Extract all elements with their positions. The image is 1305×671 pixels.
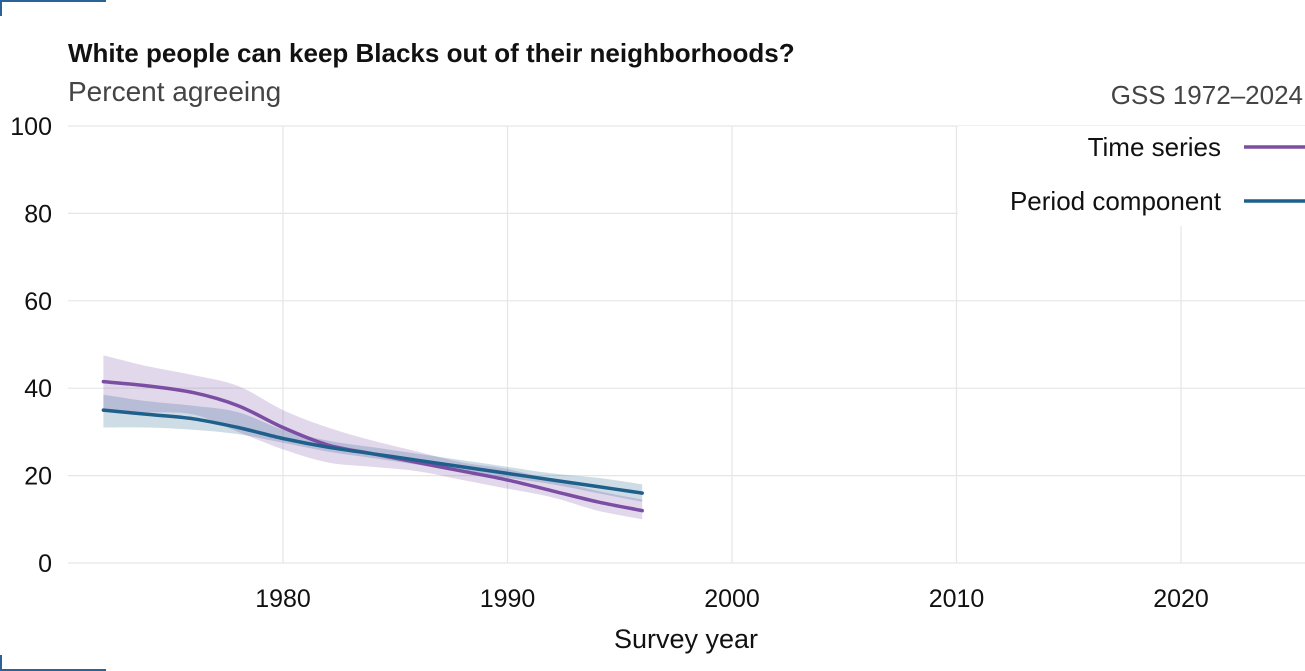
y-axis-ticks: 0 20 40 60 80 100 (10, 113, 52, 578)
y-tick-label: 100 (10, 113, 52, 141)
x-tick-label: 2000 (704, 585, 760, 613)
x-axis-ticks: 1980 1990 2000 2010 2020 (255, 585, 1209, 613)
x-tick-label: 1980 (255, 585, 311, 613)
legend: Time series Period component (958, 126, 1305, 226)
y-tick-label: 20 (24, 463, 52, 491)
y-tick-label: 80 (24, 200, 52, 228)
chart-title: White people can keep Blacks out of thei… (68, 38, 795, 68)
legend-label-period-component: Period component (1010, 186, 1222, 216)
series-line-period-component (101, 408, 644, 495)
y-tick-label: 0 (38, 550, 52, 578)
frame-corner-top-left (0, 0, 106, 16)
x-axis-title: Survey year (614, 624, 758, 654)
x-tick-label: 2020 (1153, 585, 1209, 613)
confidence-band-period-component (103, 394, 643, 502)
x-tick-label: 2010 (929, 585, 985, 613)
series-lines (101, 379, 644, 513)
y-tick-label: 60 (24, 288, 52, 316)
legend-background (958, 126, 1305, 226)
legend-label-time-series: Time series (1088, 132, 1221, 162)
chart-source: GSS 1972–2024 (1111, 80, 1303, 110)
x-tick-label: 1990 (480, 585, 536, 613)
y-tick-label: 40 (24, 375, 52, 403)
chart-subtitle: Percent agreeing (68, 76, 281, 107)
frame-corner-bottom-left (0, 655, 106, 671)
